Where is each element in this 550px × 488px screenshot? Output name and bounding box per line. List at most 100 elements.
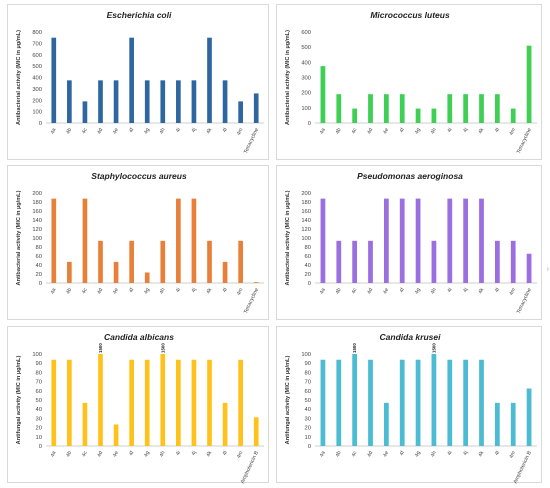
x-tick-label: 4a <box>50 287 58 295</box>
bar-4g <box>144 272 150 283</box>
edge-mark: › <box>546 266 549 273</box>
chart-panel-candida-krusei: Candida krusei Antifungal activity (MIC i… <box>276 326 542 485</box>
x-tick-label: 4d <box>366 127 374 135</box>
x-tick-label: 4d <box>366 450 374 458</box>
y-tick-label: 0 <box>308 444 311 450</box>
x-tick-label: 4e <box>382 450 390 458</box>
bar-amphotericin-b <box>253 417 259 446</box>
y-tick-label: 0 <box>308 121 311 127</box>
y-tick-label: 80 <box>36 370 42 376</box>
y-tick-label: 100 <box>32 352 42 358</box>
x-tick-label: 4c <box>81 450 89 458</box>
x-tick-label: Tetracycline <box>516 287 533 314</box>
y-tick-label: 160 <box>301 209 311 215</box>
bar-4m <box>510 240 516 283</box>
bar-4f <box>399 198 405 283</box>
x-tick-label: 4m <box>236 127 244 136</box>
y-tick-label: 200 <box>32 98 42 104</box>
bar-4d <box>368 359 373 446</box>
x-tick-label: 4b <box>335 450 343 458</box>
x-tick-label: 4g <box>414 127 422 135</box>
y-tick-label: 50 <box>36 398 42 404</box>
x-tick-label: 4d <box>366 287 374 295</box>
bar-4f <box>129 37 134 123</box>
x-tick-label: 4e <box>382 287 390 295</box>
chart-panel-escherichia-coli: Escherichia coli Antibacterial activity (… <box>7 4 269 160</box>
x-tick-label: 4c <box>351 127 359 135</box>
y-tick-label: 600 <box>32 53 42 59</box>
bar-4b <box>67 359 72 446</box>
y-tick-label: 160 <box>32 209 42 215</box>
bar-4m <box>238 359 243 446</box>
bar-4e <box>113 424 119 446</box>
y-axis-title: Antibacterial activity (MIC in µg/mL) <box>285 30 291 125</box>
y-tick-label: 60 <box>36 389 42 395</box>
bar-4d <box>98 240 103 283</box>
x-tick-label: 4b <box>65 287 73 295</box>
x-tick-label: 4c <box>351 287 359 295</box>
bar-4g <box>415 198 421 283</box>
y-tick-label: 0 <box>39 121 42 127</box>
x-tick-label: Tetracycline <box>243 287 260 314</box>
x-tick-label: 4e <box>112 127 120 135</box>
x-tick-label: 4j <box>462 287 469 293</box>
x-tick-label: 4g <box>143 127 151 135</box>
x-tick-label: 4a <box>50 450 58 458</box>
bar-4a <box>51 198 57 283</box>
y-tick-label: 20 <box>36 272 42 278</box>
y-tick-label: 80 <box>305 370 311 376</box>
bar-4b <box>67 80 72 123</box>
y-tick-label: 30 <box>305 416 311 422</box>
y-tick-label: 140 <box>301 218 311 224</box>
bar-amphotericin-b <box>526 388 532 446</box>
y-tick-label: 100 <box>32 236 42 242</box>
x-tick-label: 4c <box>81 127 89 135</box>
bar-4g <box>144 80 150 123</box>
chart-svg: Escherichia coli Antibacterial activity (… <box>16 10 264 155</box>
bar-4j <box>191 198 197 283</box>
chart-title: Candida krusei <box>380 332 442 342</box>
x-tick-label: 4k <box>478 127 486 135</box>
bar-4c <box>352 240 358 283</box>
y-axis-title: Antibacterial activity (MIC in µg/mL) <box>16 190 22 285</box>
y-tick-label: 300 <box>301 76 311 82</box>
x-tick-label: 4l <box>222 127 229 133</box>
x-tick-label: 4j <box>462 127 469 133</box>
bar-4l <box>494 94 500 123</box>
y-tick-label: 200 <box>301 191 311 197</box>
y-axis-title: Antibacterial activity (MIC in µg/mL) <box>16 30 22 125</box>
y-tick-label: 70 <box>305 380 311 386</box>
bar-4k <box>207 359 212 446</box>
bar-4b <box>67 261 72 283</box>
x-tick-label: 4d <box>96 127 104 135</box>
y-tick-label: 20 <box>305 426 311 432</box>
y-tick-label: 200 <box>32 191 42 197</box>
bar-4i <box>176 80 181 123</box>
bar-4i <box>447 94 453 123</box>
chart-svg: Candida albicans Antifungal activity (MIC… <box>16 332 264 485</box>
bar-4i <box>176 359 181 446</box>
bar-4d <box>98 80 103 123</box>
bar-4a <box>320 359 326 446</box>
y-tick-label: 20 <box>36 426 42 432</box>
x-tick-label: 4e <box>382 127 390 135</box>
bar-4b <box>336 359 342 446</box>
x-tick-label: 4k <box>206 287 214 295</box>
bar-4k <box>479 94 484 123</box>
bar-4i <box>447 359 453 446</box>
y-tick-label: 100 <box>301 106 311 112</box>
bar-4j <box>463 359 469 446</box>
x-tick-label: 4j <box>462 450 469 456</box>
bar-4d <box>98 354 103 446</box>
bar-4d <box>368 94 373 123</box>
chart-panel-micrococcus-luteus: Micrococcus luteus Antibacterial activity… <box>276 4 542 160</box>
x-tick-label: 4f <box>399 287 407 294</box>
y-tick-label: 40 <box>36 263 42 269</box>
bar-4e <box>383 94 389 123</box>
x-tick-label: 4h <box>430 450 438 458</box>
x-tick-label: Tetracycline <box>243 127 260 154</box>
bar-4k <box>207 240 212 283</box>
bar-4c <box>82 101 88 123</box>
bar-4c <box>352 108 358 123</box>
y-tick-label: 40 <box>305 263 311 269</box>
